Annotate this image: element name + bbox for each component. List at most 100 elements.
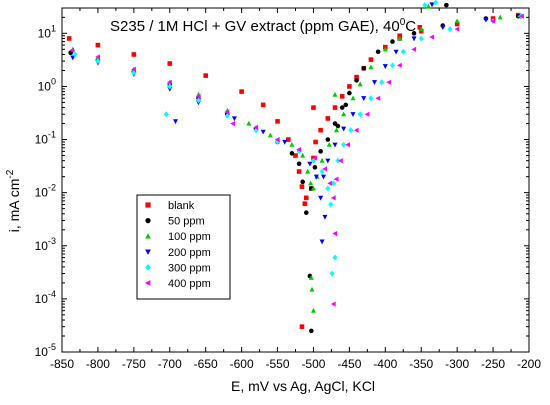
data-point <box>95 54 100 60</box>
data-point <box>329 270 335 277</box>
y-tick-label: 10-1 <box>35 130 56 147</box>
data-point <box>275 119 280 124</box>
data-point <box>253 127 259 134</box>
data-point <box>230 121 236 127</box>
data-point <box>354 74 359 80</box>
data-point <box>299 184 305 189</box>
data-point <box>95 42 101 48</box>
series-300-ppm <box>72 0 524 277</box>
data-point <box>325 116 331 121</box>
x-tick-label: -750 <box>122 357 146 371</box>
data-point <box>313 139 318 145</box>
data-point <box>348 127 354 134</box>
y-tick-label: 100 <box>38 76 56 93</box>
data-point <box>400 48 406 55</box>
y-tick-label: 10-2 <box>35 183 56 200</box>
legend-marker <box>145 202 151 208</box>
data-point <box>296 161 302 167</box>
data-point <box>411 46 417 52</box>
data-point <box>354 78 359 83</box>
y-axis-label: i, mA cm-2 <box>5 169 22 232</box>
data-point <box>275 139 281 145</box>
y-axis-label-superscript: -2 <box>5 169 16 178</box>
y-tick-label: 10-4 <box>35 289 56 306</box>
data-point <box>396 62 402 68</box>
data-point <box>417 24 423 30</box>
data-point <box>300 179 305 185</box>
data-point <box>519 13 524 19</box>
data-point <box>70 55 76 61</box>
data-point <box>331 180 337 187</box>
legend-label: 50 ppm <box>168 216 205 228</box>
x-tick-label: -300 <box>445 357 469 371</box>
data-point <box>274 137 280 143</box>
data-point <box>425 3 431 9</box>
x-tick-label: -650 <box>194 357 218 371</box>
data-point <box>335 157 341 164</box>
x-tick-label: -850 <box>50 357 74 371</box>
data-point <box>341 111 347 117</box>
data-point <box>131 52 137 57</box>
data-point <box>312 155 317 161</box>
data-point <box>497 14 503 20</box>
chart-title: S235 / 1M HCl + GV extract (ppm GAE), 40… <box>110 17 416 35</box>
data-point <box>332 231 338 237</box>
data-point <box>440 25 446 31</box>
axis-ticks: -850 -800 -750 -700 -650 -600 -550 -500 -450 -400… <box>35 7 541 371</box>
data-point <box>66 36 72 41</box>
data-point <box>339 105 345 110</box>
data-point <box>239 89 244 94</box>
data-point <box>357 111 363 118</box>
data-point <box>260 129 266 135</box>
data-point <box>368 95 374 102</box>
data-point <box>332 142 338 148</box>
data-point <box>72 51 78 58</box>
data-point <box>310 307 316 313</box>
data-point <box>312 165 318 170</box>
data-point <box>172 119 179 125</box>
data-point <box>379 79 385 86</box>
legend-label: 300 ppm <box>168 262 211 274</box>
data-point <box>333 127 339 133</box>
data-point <box>224 112 230 119</box>
data-point <box>293 153 298 158</box>
data-point <box>95 58 101 65</box>
data-point <box>347 84 352 89</box>
data-point <box>418 35 424 42</box>
data-point <box>433 0 439 6</box>
data-point <box>267 132 273 138</box>
data-point <box>318 195 324 201</box>
data-point <box>330 195 336 201</box>
data-point <box>350 95 356 101</box>
data-point <box>361 65 367 71</box>
data-point <box>393 49 399 55</box>
data-point <box>341 141 347 148</box>
data-point <box>309 328 314 334</box>
data-point <box>454 21 460 27</box>
x-tick-label: -550 <box>266 357 290 371</box>
data-point <box>231 116 237 122</box>
data-point <box>319 157 325 163</box>
data-point <box>422 2 428 9</box>
data-point <box>397 35 403 41</box>
data-point <box>375 95 381 101</box>
x-tick-label: -500 <box>301 357 325 371</box>
x-tick-label: -350 <box>409 357 433 371</box>
data-point <box>357 81 363 87</box>
data-point <box>303 210 309 215</box>
data-point <box>195 97 202 104</box>
data-point <box>382 46 388 52</box>
legend-marker <box>144 280 151 286</box>
data-point <box>332 254 338 261</box>
data-point <box>361 96 367 101</box>
data-point <box>131 69 137 76</box>
data-point <box>454 26 460 32</box>
data-point <box>310 185 316 191</box>
data-point <box>311 105 316 110</box>
data-point <box>335 123 341 129</box>
data-point <box>195 93 201 99</box>
x-tick-label: -250 <box>481 357 505 371</box>
data-point <box>429 34 435 40</box>
data-point <box>322 166 328 172</box>
data-point <box>308 274 314 280</box>
